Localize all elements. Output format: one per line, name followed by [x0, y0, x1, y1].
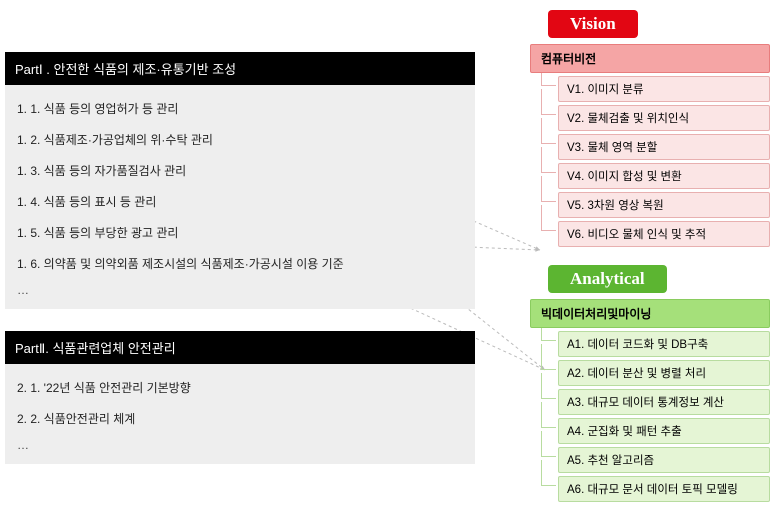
part-item: 2. 2. 식품안전관리 체계	[17, 403, 463, 434]
group-header: 빅데이터처리및마이닝	[530, 299, 770, 328]
part-item: 2. 1. '22년 식품 안전관리 기본방향	[17, 372, 463, 403]
group-item: V2. 물체검출 및 위치인식	[558, 105, 770, 131]
part-body: 2. 1. '22년 식품 안전관리 기본방향2. 2. 식품안전관리 체계…	[5, 364, 475, 464]
group-item: V1. 이미지 분류	[558, 76, 770, 102]
ellipsis: …	[17, 434, 463, 460]
group-item: A4. 군집화 및 패턴 추출	[558, 418, 770, 444]
part-item: 1. 4. 식품 등의 표시 등 관리	[17, 186, 463, 217]
group-item: V6. 비디오 물체 인식 및 추적	[558, 221, 770, 247]
left-column: PartⅠ . 안전한 식품의 제조·유통기반 조성1. 1. 식품 등의 영업…	[5, 52, 475, 464]
part-item: 1. 6. 의약품 및 의약외품 제조시설의 식품제조·가공시설 이용 기준	[17, 248, 463, 279]
ellipsis: …	[17, 279, 463, 305]
part-item: 1. 5. 식품 등의 부당한 광고 관리	[17, 217, 463, 248]
part-header: PartⅠ . 안전한 식품의 제조·유통기반 조성	[5, 52, 475, 85]
part-item: 1. 2. 식품제조·가공업체의 위·수탁 관리	[17, 124, 463, 155]
group-item: A2. 데이터 분산 및 병렬 처리	[558, 360, 770, 386]
group-item: V4. 이미지 합성 및 변환	[558, 163, 770, 189]
right-column: Vision 컴퓨터비전 V1. 이미지 분류 V2. 물체검출 및 위치인식 V3. …	[530, 10, 770, 520]
category-badge: Analytical	[548, 265, 667, 293]
group-item: A5. 추천 알고리즘	[558, 447, 770, 473]
group-item: A6. 대규모 문서 데이터 토픽 모델링	[558, 476, 770, 502]
part-item: 1. 1. 식품 등의 영업허가 등 관리	[17, 93, 463, 124]
group-header: 컴퓨터비전	[530, 44, 770, 73]
group-item: A1. 데이터 코드화 및 DB구축	[558, 331, 770, 357]
group-items: A1. 데이터 코드화 및 DB구축 A2. 데이터 분산 및 병렬 처리 A3. …	[530, 331, 770, 502]
group-item: V5. 3차원 영상 복원	[558, 192, 770, 218]
category-badge: Vision	[548, 10, 638, 38]
part-item: 1. 3. 식품 등의 자가품질검사 관리	[17, 155, 463, 186]
group-item: V3. 물체 영역 분할	[558, 134, 770, 160]
part-header: PartⅡ. 식품관련업체 안전관리	[5, 331, 475, 364]
group-item: A3. 대규모 데이터 통계정보 계산	[558, 389, 770, 415]
part-body: 1. 1. 식품 등의 영업허가 등 관리1. 2. 식품제조·가공업체의 위·…	[5, 85, 475, 309]
group-items: V1. 이미지 분류 V2. 물체검출 및 위치인식 V3. 물체 영역 분할 V4.…	[530, 76, 770, 247]
